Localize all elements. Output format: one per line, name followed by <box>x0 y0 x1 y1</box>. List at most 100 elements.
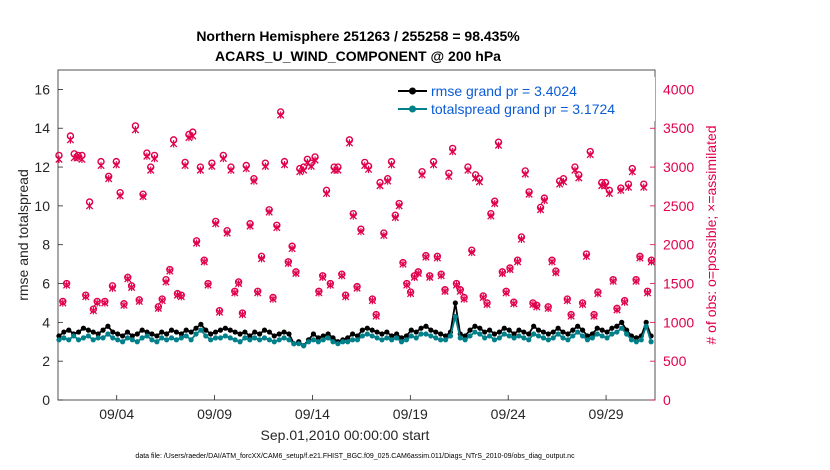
obs-assimilated-marker <box>74 154 82 162</box>
obs-assimilated-marker <box>341 293 350 301</box>
left-tick-label: 2 <box>42 353 50 369</box>
totalspread-point <box>266 337 272 343</box>
rmse-point <box>526 331 532 337</box>
obs-assimilated-marker <box>254 289 262 297</box>
totalspread-point <box>472 329 478 335</box>
rmse-point <box>188 329 194 335</box>
totalspread-point <box>584 337 591 343</box>
totalspread-point <box>624 331 630 337</box>
rmse-point <box>261 327 268 333</box>
obs-assimilated-marker <box>590 312 598 320</box>
totalspread-point <box>325 335 331 341</box>
rmse-point <box>565 331 571 337</box>
obs-assimilated-marker <box>452 281 461 289</box>
obs-assimilated-marker <box>368 296 377 305</box>
totalspread-point <box>305 339 312 345</box>
obs-assimilated-marker <box>395 202 403 210</box>
totalspread-point <box>315 339 321 345</box>
rmse-point <box>95 331 101 337</box>
totalspread-point <box>457 335 463 341</box>
legend-background <box>395 77 655 121</box>
totalspread-point <box>516 333 522 339</box>
obs-assimilated-marker <box>609 277 617 285</box>
obs-assimilated-marker <box>506 265 514 274</box>
totalspread-point <box>511 335 517 341</box>
obs-assimilated-marker <box>632 277 640 285</box>
rmse-point <box>589 331 595 337</box>
totalspread-point <box>408 333 414 339</box>
totalspread-point <box>398 339 405 345</box>
rmse-point <box>257 331 263 337</box>
obs-assimilated-marker <box>200 258 208 266</box>
x-tick-label: 09/09 <box>197 406 232 422</box>
totalspread-point <box>638 337 644 343</box>
obs-assimilated-marker <box>234 279 243 288</box>
totalspread-point <box>301 343 307 349</box>
legend-spread-marker <box>409 105 416 113</box>
rmse-point <box>482 329 488 335</box>
rmse-point <box>398 335 405 341</box>
rmse-point <box>643 319 649 325</box>
rmse-point <box>237 331 243 337</box>
rmse-point <box>491 331 498 337</box>
rmse-point <box>359 327 365 333</box>
rmse-point <box>110 329 116 335</box>
rmse-point <box>609 325 615 331</box>
obs-assimilated-marker <box>89 307 98 315</box>
rmse-point <box>164 331 170 337</box>
obs-assimilated-marker <box>269 295 277 303</box>
rmse-point <box>438 331 444 337</box>
totalspread-point <box>526 337 532 343</box>
obs-assimilated-marker <box>567 312 575 320</box>
totalspread-point <box>345 339 351 345</box>
obs-assimilated-marker <box>124 275 132 283</box>
totalspread-point <box>531 331 537 337</box>
obs-assimilated-marker <box>311 156 319 164</box>
obs-assimilated-marker <box>181 161 189 170</box>
rmse-point <box>418 325 424 331</box>
rmse-point <box>511 331 517 337</box>
obs-assimilated-marker <box>475 178 484 186</box>
totalspread-point <box>359 333 365 339</box>
obs-assimilated-marker <box>513 258 522 266</box>
right-tick-label: 4000 <box>663 81 694 97</box>
totalspread-point <box>154 339 160 345</box>
x-axis-label: Sep.01,2010 00:00:00 start <box>261 427 430 443</box>
obs-assimilated-marker <box>169 140 178 148</box>
obs-assimilated-marker <box>296 168 304 176</box>
obs-assimilated-marker <box>59 299 67 307</box>
totalspread-point <box>540 335 547 341</box>
obs-assimilated-marker <box>66 136 75 144</box>
totalspread-point <box>105 331 111 337</box>
obs-assimilated-marker <box>55 155 63 163</box>
obs-assimilated-marker <box>345 139 354 147</box>
rmse-point <box>232 329 238 335</box>
rmse-point <box>384 329 390 335</box>
obs-assimilated-marker <box>586 150 594 159</box>
rmse-point <box>281 329 287 335</box>
obs-assimilated-marker <box>563 296 571 305</box>
rmse-point <box>208 331 214 337</box>
obs-assimilated-marker <box>540 196 549 205</box>
right-tick-label: 3500 <box>663 120 694 136</box>
rmse-point <box>462 333 468 339</box>
rmse-point <box>423 323 429 329</box>
totalspread-point <box>129 337 135 343</box>
totalspread-point <box>633 339 640 345</box>
rmse-point <box>550 329 556 335</box>
obs-assimilated-marker <box>116 192 124 200</box>
totalspread-point <box>80 335 87 341</box>
obs-assimilated-marker <box>594 289 602 298</box>
rmse-point <box>487 327 493 333</box>
obs-assimilated-marker <box>403 281 411 289</box>
obs-assimilated-marker <box>322 189 331 198</box>
obs-assimilated-marker <box>257 254 266 263</box>
obs-assimilated-marker <box>548 258 556 266</box>
obs-assimilated-marker <box>636 254 644 262</box>
rmse-point <box>389 333 395 339</box>
rmse-point <box>428 327 434 333</box>
rmse-point <box>442 333 449 339</box>
totalspread-point <box>604 335 610 341</box>
totalspread-point <box>335 341 341 347</box>
x-tick-label: 09/19 <box>393 406 428 422</box>
